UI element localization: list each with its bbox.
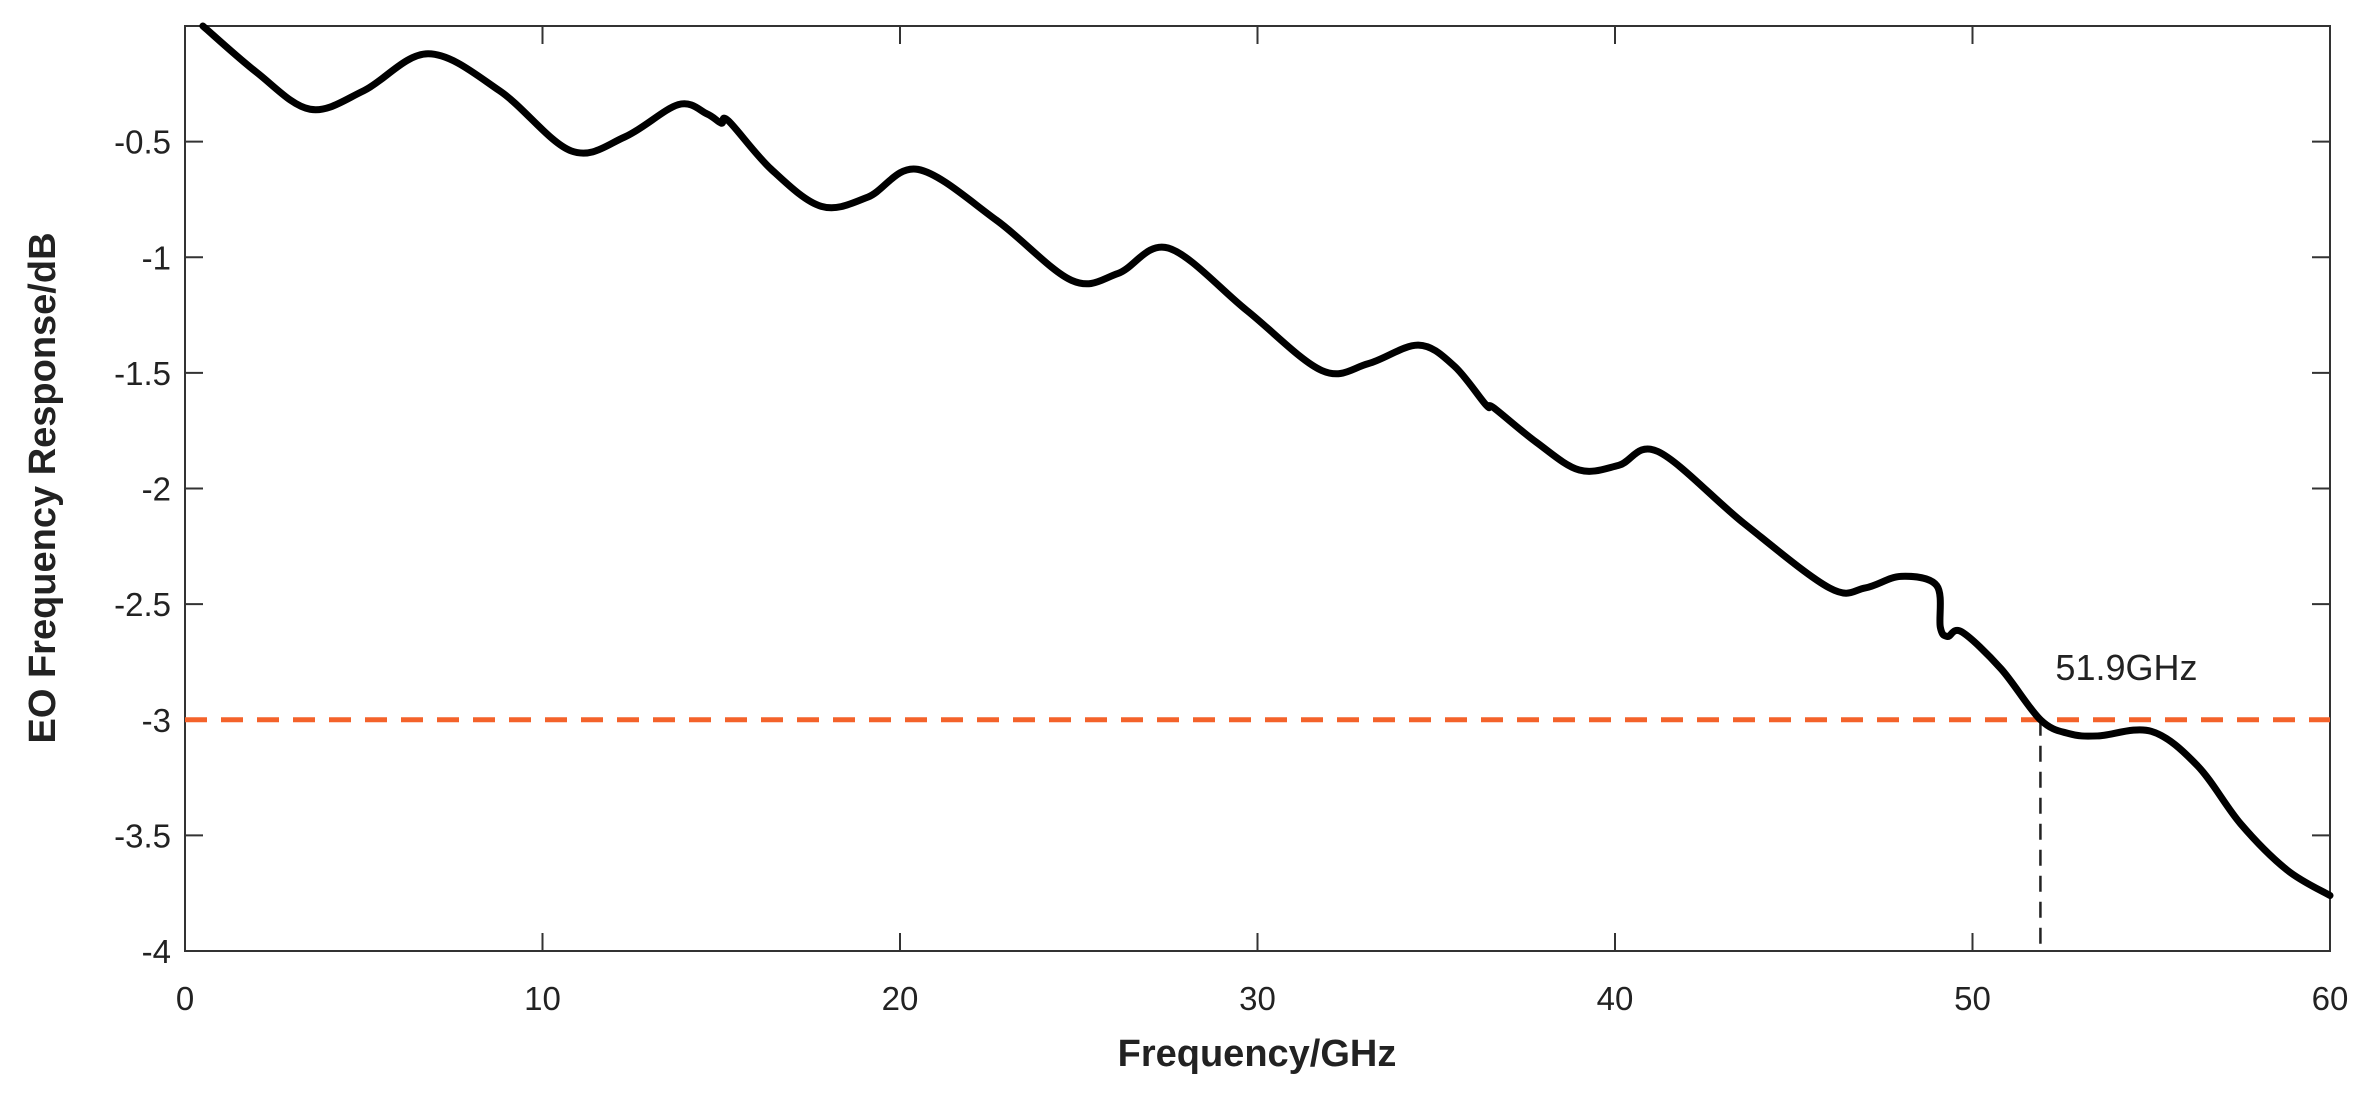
x-tick-label: 60 [2312, 980, 2349, 1017]
y-tick-label: -4 [142, 933, 171, 970]
annotation-label: 51.9GHz [2055, 647, 2197, 688]
y-tick-label: -3 [142, 702, 171, 739]
y-tick-label: -1.5 [114, 355, 171, 392]
x-axis-label: Frequency/GHz [1118, 1033, 1397, 1075]
plot-frame [184, 25, 2331, 952]
y-tick-label: -2.5 [114, 586, 171, 623]
x-tick-label: 30 [1239, 980, 1276, 1017]
x-tick-label: 40 [1597, 980, 1634, 1017]
x-tick-label: 20 [882, 980, 919, 1017]
x-tick-label: 0 [176, 980, 194, 1017]
y-tick-label: -1 [142, 239, 171, 276]
y-tick-label: -0.5 [114, 124, 171, 161]
y-tick-label: -3.5 [114, 817, 171, 854]
data-line [199, 22, 2334, 899]
x-tick-label: 10 [524, 980, 561, 1017]
x-tick-label: 50 [1954, 980, 1991, 1017]
y-tick-label: -2 [142, 471, 171, 508]
y-axis-label: EO Frequency Response/dB [22, 232, 64, 743]
